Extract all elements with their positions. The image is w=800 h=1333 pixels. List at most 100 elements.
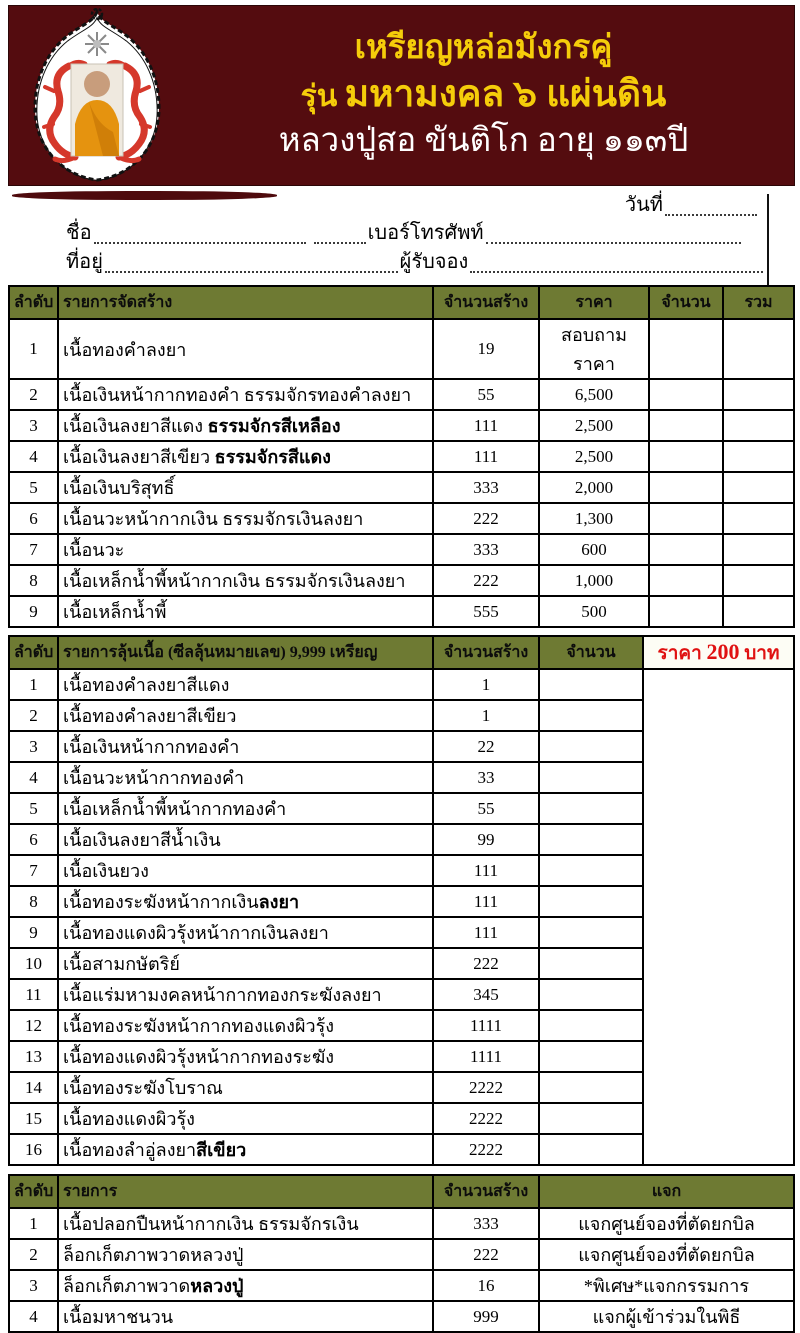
row-qty: 2222: [432, 1133, 540, 1166]
row-no: 8: [8, 885, 59, 918]
row-qty: 222: [432, 947, 540, 980]
amount-blank[interactable]: [648, 533, 724, 566]
table-row: 9 เนื้อทองแดงผิวรุ้งหน้ากากเงินลงยา 111: [8, 916, 794, 949]
customer-form: วันที่ ชื่อ เบอร์โทรศัพท์ ที่อยู่ ผู้รับ…: [8, 191, 795, 285]
lucky-draw-table: ลำดับ รายการลุ้นเนื้อ (ซีลลุ้นหมายเลข) 9…: [8, 635, 795, 1166]
row-qty: 55: [432, 792, 540, 825]
amount-blank[interactable]: [648, 440, 724, 473]
row-item: เนื้อทองระฆังหน้ากากเงินลงยา: [57, 885, 434, 918]
table-row: 3 เนื้อเงินลงยาสีแดง ธรรมจักรสีเหลือง 111 2…: [8, 409, 795, 442]
row-no: 2: [8, 1238, 59, 1271]
sum-blank[interactable]: [722, 471, 795, 504]
row-no: 11: [8, 978, 59, 1011]
amount-blank[interactable]: [538, 1102, 644, 1135]
row-give: แจกศูนย์จองที่ตัดยกบิล: [538, 1207, 795, 1240]
amount-blank[interactable]: [538, 792, 644, 825]
table2-header-no: ลำดับ: [8, 635, 59, 670]
row-item: เนื้อเงินบริสุทธิ์: [57, 471, 434, 504]
table-row: 15 เนื้อทองแดงผิวรุ้ง 2222: [8, 1102, 794, 1135]
item-text-bold: ธรรมจักรสีเหลือง: [207, 416, 341, 436]
amount-blank[interactable]: [538, 823, 644, 856]
amount-blank[interactable]: [538, 668, 644, 701]
monk-photo: [70, 63, 124, 157]
amount-blank[interactable]: [538, 854, 644, 887]
price-column-blank[interactable]: [642, 668, 795, 1166]
table2-header-row: ลำดับ รายการลุ้นเนื้อ (ซีลลุ้นหมายเลข) 9…: [8, 635, 795, 670]
starburst-icon: [85, 32, 109, 56]
item-text: เนื้อทองลำอู่ลงยา: [63, 1140, 197, 1160]
sum-blank[interactable]: [722, 564, 795, 597]
row-item: เนื้อเหล็กน้ำพี้หน้ากากเงิน ธรรมจักรเงิน…: [57, 564, 434, 597]
row-item: เนื้อทองระฆังโบราณ: [57, 1071, 434, 1104]
row-qty: 1: [432, 668, 540, 701]
amount-blank[interactable]: [538, 978, 644, 1011]
item-text: เนื้อเหล็กน้ำพี้หน้ากากเงิน ธรรมจักรเงิน…: [63, 571, 406, 591]
sum-blank[interactable]: [722, 378, 795, 411]
receiver-field[interactable]: [470, 253, 764, 273]
item-text: เนื้อเงินหน้ากากทองคำ ธรรมจักรทองคำลงยา: [63, 385, 412, 405]
row-price: 500: [538, 595, 650, 628]
item-text: เนื้อเหล็กน้ำพี้หน้ากากทองคำ: [63, 799, 287, 819]
sum-blank[interactable]: [722, 595, 795, 628]
table1-header-qty: จำนวนสร้าง: [432, 285, 540, 320]
amount-blank[interactable]: [648, 409, 724, 442]
amount-blank[interactable]: [648, 378, 724, 411]
amount-blank[interactable]: [648, 564, 724, 597]
sum-blank[interactable]: [722, 409, 795, 442]
row-price: 600: [538, 533, 650, 566]
row-give: *พิเศษ*แจกกรรมการ: [538, 1269, 795, 1302]
item-text: เนื้อปลอกปืนหน้ากากเงิน ธรรมจักรเงิน: [63, 1214, 359, 1234]
item-text-bold: ธรรมจักรสีแดง: [214, 447, 331, 467]
item-text: เนื้อทองระฆังหน้ากากทองแดงผิวรุ้ง: [63, 1016, 335, 1036]
table-row: 6 เนื้อเงินลงยาสีน้ำเงิน 99: [8, 823, 794, 856]
table-row: 2 ล็อกเก็ตภาพวาดหลวงปู่ 222 แจกศูนย์จองที่ต…: [8, 1238, 795, 1271]
table-row: 7 เนื้อนวะ 333 600: [8, 533, 795, 566]
amount-blank[interactable]: [648, 318, 724, 380]
amount-blank[interactable]: [538, 761, 644, 794]
sum-blank[interactable]: [722, 502, 795, 535]
row-item: เนื้อเงินหน้ากากทองคำ: [57, 730, 434, 763]
amount-blank[interactable]: [538, 699, 644, 732]
row-item: เนื้อมหาชนวน: [57, 1300, 434, 1333]
address-field[interactable]: [104, 253, 398, 273]
address-label: ที่อยู่: [66, 251, 103, 273]
amount-blank[interactable]: [648, 471, 724, 504]
banner-titles: เหรียญหล่อมังกรคู่ รุ่น มหามงคล ๖ แผ่นดิ…: [179, 6, 788, 185]
date-field[interactable]: [665, 196, 757, 216]
item-text: เนื้อทองคำลงยา: [63, 339, 187, 360]
row-qty: 1: [432, 699, 540, 732]
sum-blank[interactable]: [722, 318, 795, 380]
row-qty: 99: [432, 823, 540, 856]
amount-blank[interactable]: [538, 1009, 644, 1042]
row-qty: 1111: [432, 1040, 540, 1073]
row-item: เนื้อแร่มหามงคลหน้ากากทองกระฆังลงยา: [57, 978, 434, 1011]
amount-blank[interactable]: [538, 730, 644, 763]
amount-blank[interactable]: [538, 1133, 644, 1166]
sum-blank[interactable]: [722, 533, 795, 566]
phone-field[interactable]: [485, 224, 741, 244]
row-item: เนื้อทองแดงผิวรุ้งหน้ากากเงินลงยา: [57, 916, 434, 949]
amount-blank[interactable]: [538, 916, 644, 949]
row-no: 5: [8, 792, 59, 825]
row-item: เนื้อเงินลงยาสีเขียว ธรรมจักรสีแดง: [57, 440, 434, 473]
row-no: 13: [8, 1040, 59, 1073]
amount-blank[interactable]: [648, 595, 724, 628]
amount-blank[interactable]: [538, 947, 644, 980]
item-text-bold: หลวงปู่: [190, 1276, 244, 1296]
amount-blank[interactable]: [648, 502, 724, 535]
name-field[interactable]: [93, 224, 306, 244]
table1-header-no: ลำดับ: [8, 285, 59, 320]
temple-emblem-logo: [33, 8, 161, 182]
row-no: 3: [8, 730, 59, 763]
row-no: 4: [8, 1300, 59, 1333]
banner-title-line2: รุ่น มหามงคล ๖ แผ่นดิน: [301, 72, 667, 118]
table1-header-sum: รวม: [722, 285, 795, 320]
row-qty: 111: [432, 916, 540, 949]
banner-edition-prefix: รุ่น: [300, 79, 338, 113]
amount-blank[interactable]: [538, 1040, 644, 1073]
name-field-extra[interactable]: [313, 224, 366, 244]
amount-blank[interactable]: [538, 885, 644, 918]
sum-blank[interactable]: [722, 440, 795, 473]
row-item: เนื้อเงินลงยาสีน้ำเงิน: [57, 823, 434, 856]
amount-blank[interactable]: [538, 1071, 644, 1104]
